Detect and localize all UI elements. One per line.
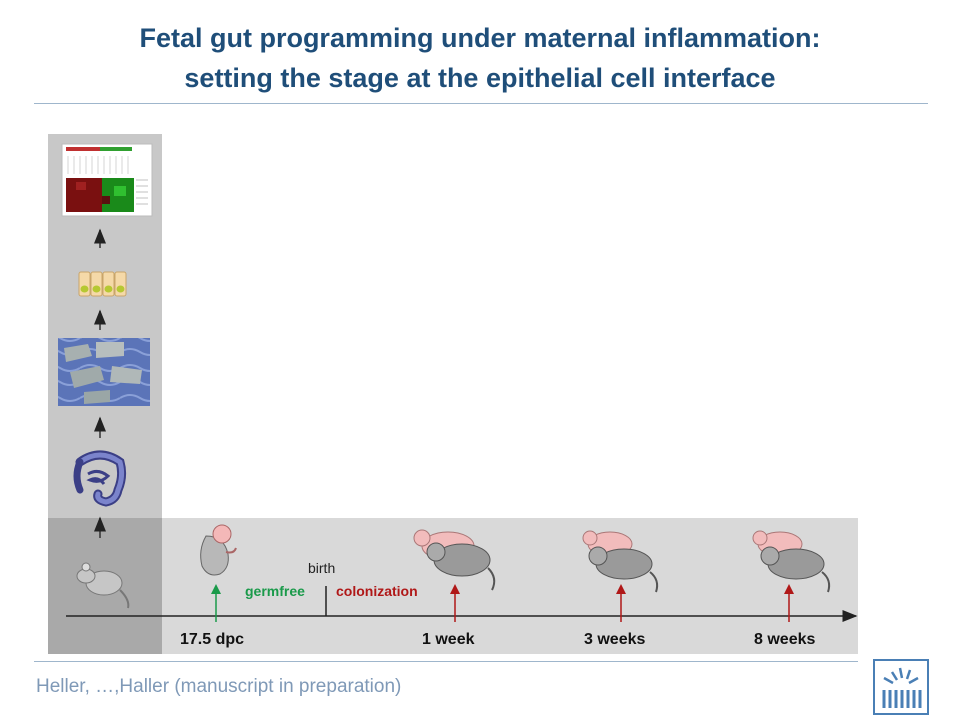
- timepoint-arrows: [211, 584, 794, 622]
- mice-1-week-icon: [413, 529, 496, 591]
- timepoint-arrow-8-weeks: [784, 584, 794, 622]
- tissue-section-image: [58, 338, 150, 406]
- timeline-band: [162, 518, 858, 654]
- fetus-icon: [200, 524, 237, 576]
- mouse-icon: [76, 562, 130, 609]
- title-line-1: Fetal gut programming under maternal inf…: [139, 23, 821, 53]
- title-line-2: setting the stage at the epithelial cell…: [184, 63, 776, 93]
- epithelial-cells-icon: [78, 271, 127, 297]
- timepoint-arrow-1-week: [450, 584, 460, 622]
- intestine-icon: [73, 450, 127, 507]
- mice-8-weeks-icon: [752, 530, 831, 593]
- mice-3-weeks-icon: [582, 530, 659, 593]
- timepoint-label-3-weeks: 3 weeks: [584, 631, 646, 648]
- timepoint-label-17-5-dpc: 17.5 dpc: [180, 631, 245, 648]
- footer-divider: [34, 661, 858, 662]
- institute-logo: [873, 659, 929, 715]
- timepoint-arrow-17-5-dpc: [211, 584, 221, 622]
- title-divider: [34, 103, 928, 104]
- slide-title: Fetal gut programming under maternal inf…: [0, 18, 960, 98]
- footer-citation: Heller, …,Haller (manuscript in preparat…: [36, 676, 402, 697]
- birth-label: birth: [308, 560, 336, 576]
- timepoint-label-1-week: 1 week: [422, 631, 475, 648]
- timepoint-arrow-3-weeks: [616, 584, 626, 622]
- colonization-label: colonization: [336, 583, 418, 599]
- heatmap-image: [61, 143, 153, 217]
- timepoint-label-8-weeks: 8 weeks: [754, 631, 816, 648]
- germfree-label: germfree: [245, 583, 305, 599]
